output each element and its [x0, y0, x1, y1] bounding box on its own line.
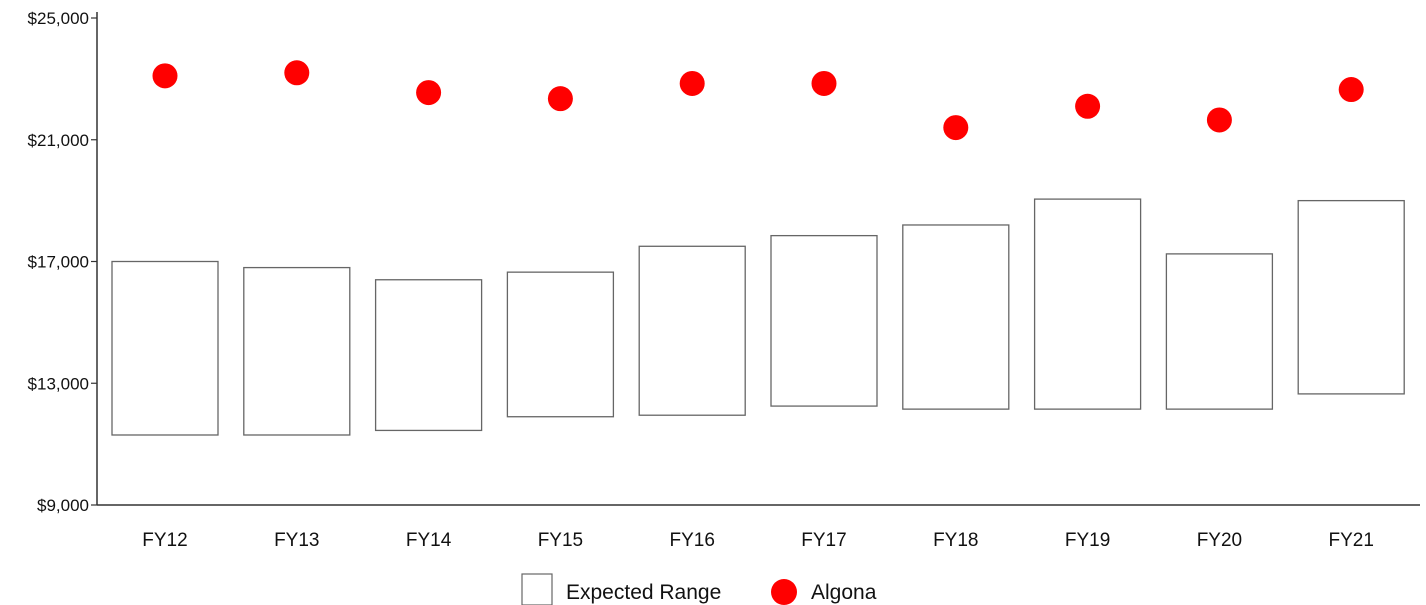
- legend-expected-range-label: Expected Range: [566, 581, 721, 604]
- y-tick-label: $21,000: [28, 131, 89, 150]
- algona-point-fy13: [284, 60, 310, 86]
- y-axis: $9,000 $13,000 $17,000 $21,000 $25,000: [28, 9, 98, 515]
- y-tick-label: $9,000: [37, 496, 89, 515]
- algona-point-fy17: [811, 70, 837, 96]
- legend-algona-marker: [771, 579, 797, 605]
- algona-point-fy19: [1075, 93, 1101, 119]
- x-tick-label: FY18: [933, 530, 978, 551]
- expected-range-box-fy17: [770, 234, 878, 407]
- algona-point-fy15: [547, 86, 573, 112]
- algona-point-fy12: [152, 63, 178, 89]
- x-tick-label: FY14: [406, 530, 452, 551]
- expected-range-box-fy21: [1297, 199, 1405, 395]
- y-tick-label: $17,000: [28, 253, 89, 272]
- x-tick-label: FY17: [801, 530, 846, 551]
- x-tick-label: FY12: [142, 530, 187, 551]
- expected-range-box-fy18: [902, 224, 1010, 410]
- x-tick-label: FY21: [1328, 530, 1373, 551]
- expected-range-box-fy20: [1165, 253, 1274, 410]
- algona-point-fy14: [416, 80, 442, 106]
- algona-point-fy21: [1338, 77, 1364, 103]
- y-tick-label: $13,000: [28, 374, 89, 393]
- algona-point-fy18: [943, 115, 969, 141]
- x-tick-label: FY15: [538, 530, 583, 551]
- expected-range-box-fy14: [374, 279, 483, 432]
- expected-range-box-fy19: [1033, 198, 1142, 410]
- x-tick-label: FY16: [669, 530, 714, 551]
- expected-range-box-fy13: [243, 266, 351, 436]
- x-axis: FY12 FY13 FY14 FY15 FY16 FY17 FY18 FY19 FY20 FY21: [97, 504, 1420, 551]
- legend-algona-label: Algona: [811, 581, 877, 604]
- legend-expected-range-swatch: [521, 573, 553, 605]
- x-tick-label: FY20: [1197, 530, 1242, 551]
- algona-point-fy16: [679, 70, 705, 96]
- expected-range-box-fy16: [638, 245, 746, 416]
- y-tick-label: $25,000: [28, 9, 89, 28]
- algona-points: [152, 60, 1364, 141]
- legend: Expected Range Algona: [521, 573, 877, 605]
- algona-point-fy20: [1206, 107, 1232, 133]
- x-tick-label: FY19: [1065, 530, 1110, 551]
- expected-range-box-fy15: [506, 271, 615, 418]
- expected-range-box-fy12: [111, 260, 219, 436]
- expected-range-boxes: [111, 198, 1405, 436]
- x-tick-label: FY13: [274, 530, 319, 551]
